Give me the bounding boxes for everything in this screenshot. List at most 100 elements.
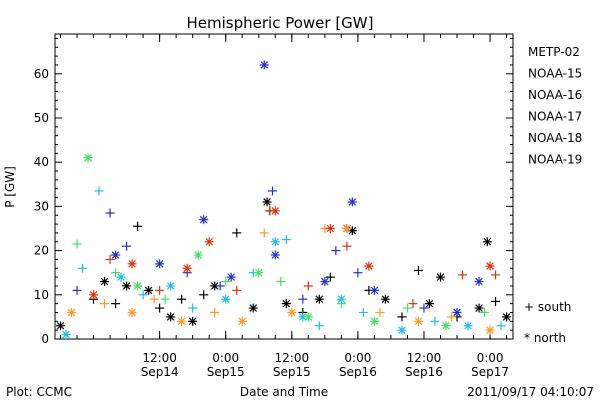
x-tick-sublabel: Sep15 [273,365,311,379]
data-point-north [111,250,121,260]
legend: METP-02 NOAA-15 NOAA-16 NOAA-17 NOAA-18 NOAA-… [528,45,582,167]
data-point-north [303,312,313,322]
data-point-south [402,303,412,313]
data-point-north [226,272,236,282]
data-point-south [111,299,121,309]
data-point-south [210,307,220,317]
data-point-north [210,281,220,291]
data-point-north [320,277,330,287]
data-point-south [491,296,501,306]
y-axis-ticks: 0 10 20 30 40 50 60 [34,37,513,346]
data-point-south [276,277,286,287]
data-point-south [268,186,278,196]
data-point-north [248,303,258,313]
data-point-south [155,303,165,313]
marker-legend: + south * north [524,300,571,345]
data-point-north [380,294,390,304]
data-point-north [188,316,198,326]
data-point-north [133,281,143,291]
data-point-south [298,294,308,304]
chart-title: Hemispheric Power [GW] [187,14,374,32]
data-point-south [149,294,159,304]
data-point-north [474,303,484,313]
data-point-north [441,321,451,331]
x-tick-sublabel: Sep16 [405,365,443,379]
data-point-north [89,290,99,300]
data-point-north [127,307,137,317]
data-point-south [160,294,170,304]
x-tick-label: 0:00 [477,351,504,365]
data-point-north [116,272,126,282]
y-tick-label: 30 [34,199,49,213]
data-point-north [314,294,324,304]
data-point-north [413,316,423,326]
data-point-south [111,268,121,278]
data-point-south [105,208,115,218]
x-axis-ticks: 12:00Sep140:00Sep1512:00Sep150:00Sep1612… [60,34,509,379]
data-point-south [408,299,418,309]
data-point-north [204,237,214,247]
x-tick-label: 12:00 [407,351,442,365]
data-point-north [435,272,445,282]
data-point-south [232,285,242,295]
data-point-south [221,277,231,287]
x-axis-label: Date and Time [240,385,328,399]
data-point-north [83,153,93,163]
data-point-north [485,325,495,335]
data-point-south [413,265,423,275]
legend-entry: NOAA-15 [528,67,582,81]
data-point-north [347,197,357,207]
data-point-north [502,312,512,322]
y-tick-label: 40 [34,155,49,169]
data-point-south [491,270,501,280]
data-point-south [122,241,132,251]
marker-legend-entry: + south [524,300,571,314]
data-point-south [358,307,368,317]
data-points [56,60,512,340]
x-tick-label: 0:00 [344,351,371,365]
data-point-north [127,259,137,269]
data-point-south [419,303,429,313]
data-point-south [232,228,242,238]
x-tick-label: 12:00 [142,351,177,365]
data-point-north [463,321,473,331]
data-point-north [67,307,77,317]
data-point-north [100,277,110,287]
data-point-north [452,307,462,317]
data-point-south [314,321,324,331]
data-point-south [177,294,187,304]
data-point-south [331,246,341,256]
marker-legend-entry: * north [524,331,566,345]
data-point-north [325,223,335,233]
data-point-north [298,312,308,322]
data-point-south [100,299,110,309]
data-point-south [188,303,198,313]
data-point-south [259,228,269,238]
legend-entry: NOAA-17 [528,110,582,124]
data-point-south [138,290,148,300]
data-point-north [182,263,192,273]
data-point-north [56,321,66,331]
data-point-south [281,235,291,245]
data-point-north [259,60,269,70]
data-point-north [166,281,176,291]
data-point-north [254,268,264,278]
legend-entry: NOAA-16 [528,88,582,102]
x-tick-sublabel: Sep17 [471,365,509,379]
y-tick-label: 10 [34,288,49,302]
plot-area [54,33,514,340]
x-tick-sublabel: Sep15 [207,365,245,379]
data-point-north [155,259,165,269]
data-point-north [369,316,379,326]
data-point-south [336,299,346,309]
data-point-south [353,268,363,278]
data-point-north [193,250,203,260]
y-tick-label: 60 [34,67,49,81]
data-point-south [342,241,352,251]
data-point-south [458,270,468,280]
legend-entry: NOAA-19 [528,153,582,167]
data-point-south [480,307,490,317]
x-tick-sublabel: Sep16 [339,365,377,379]
data-point-south [94,186,104,196]
data-point-north [397,325,407,335]
